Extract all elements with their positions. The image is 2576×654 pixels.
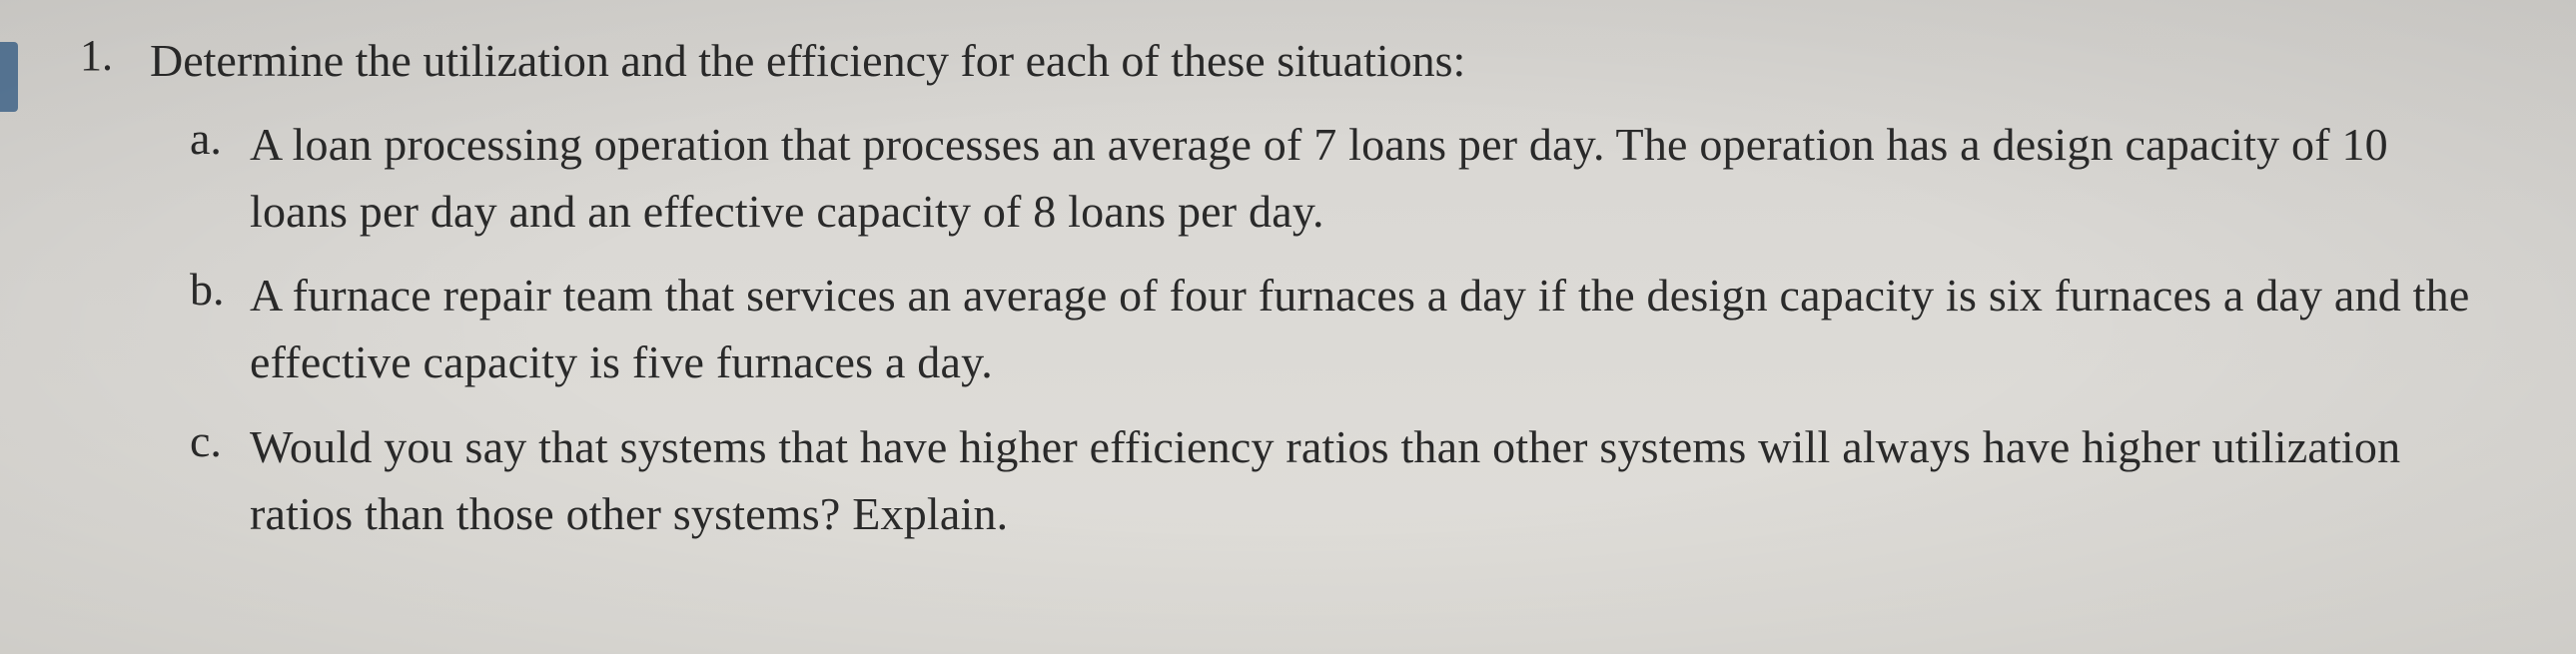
sub-item-text: A loan processing operation that process… <box>250 112 2496 245</box>
sub-item: b. A furnace repair team that services a… <box>190 263 2496 395</box>
question-prompt: Determine the utilization and the effici… <box>150 30 2496 92</box>
sub-item: c. Would you say that systems that have … <box>190 414 2496 547</box>
sub-item-letter: b. <box>190 263 250 316</box>
sub-item-letter: c. <box>190 414 250 467</box>
question-header: 1. Determine the utilization and the eff… <box>60 30 2496 92</box>
sub-item-text: Would you say that systems that have hig… <box>250 414 2496 547</box>
sub-item-text: A furnace repair team that services an a… <box>250 263 2496 395</box>
sub-item: a. A loan processing operation that proc… <box>190 112 2496 245</box>
question-number: 1. <box>60 30 150 81</box>
textbook-page: 1. Determine the utilization and the eff… <box>0 0 2576 595</box>
sub-item-letter: a. <box>190 112 250 165</box>
sub-items-list: a. A loan processing operation that proc… <box>60 112 2496 547</box>
